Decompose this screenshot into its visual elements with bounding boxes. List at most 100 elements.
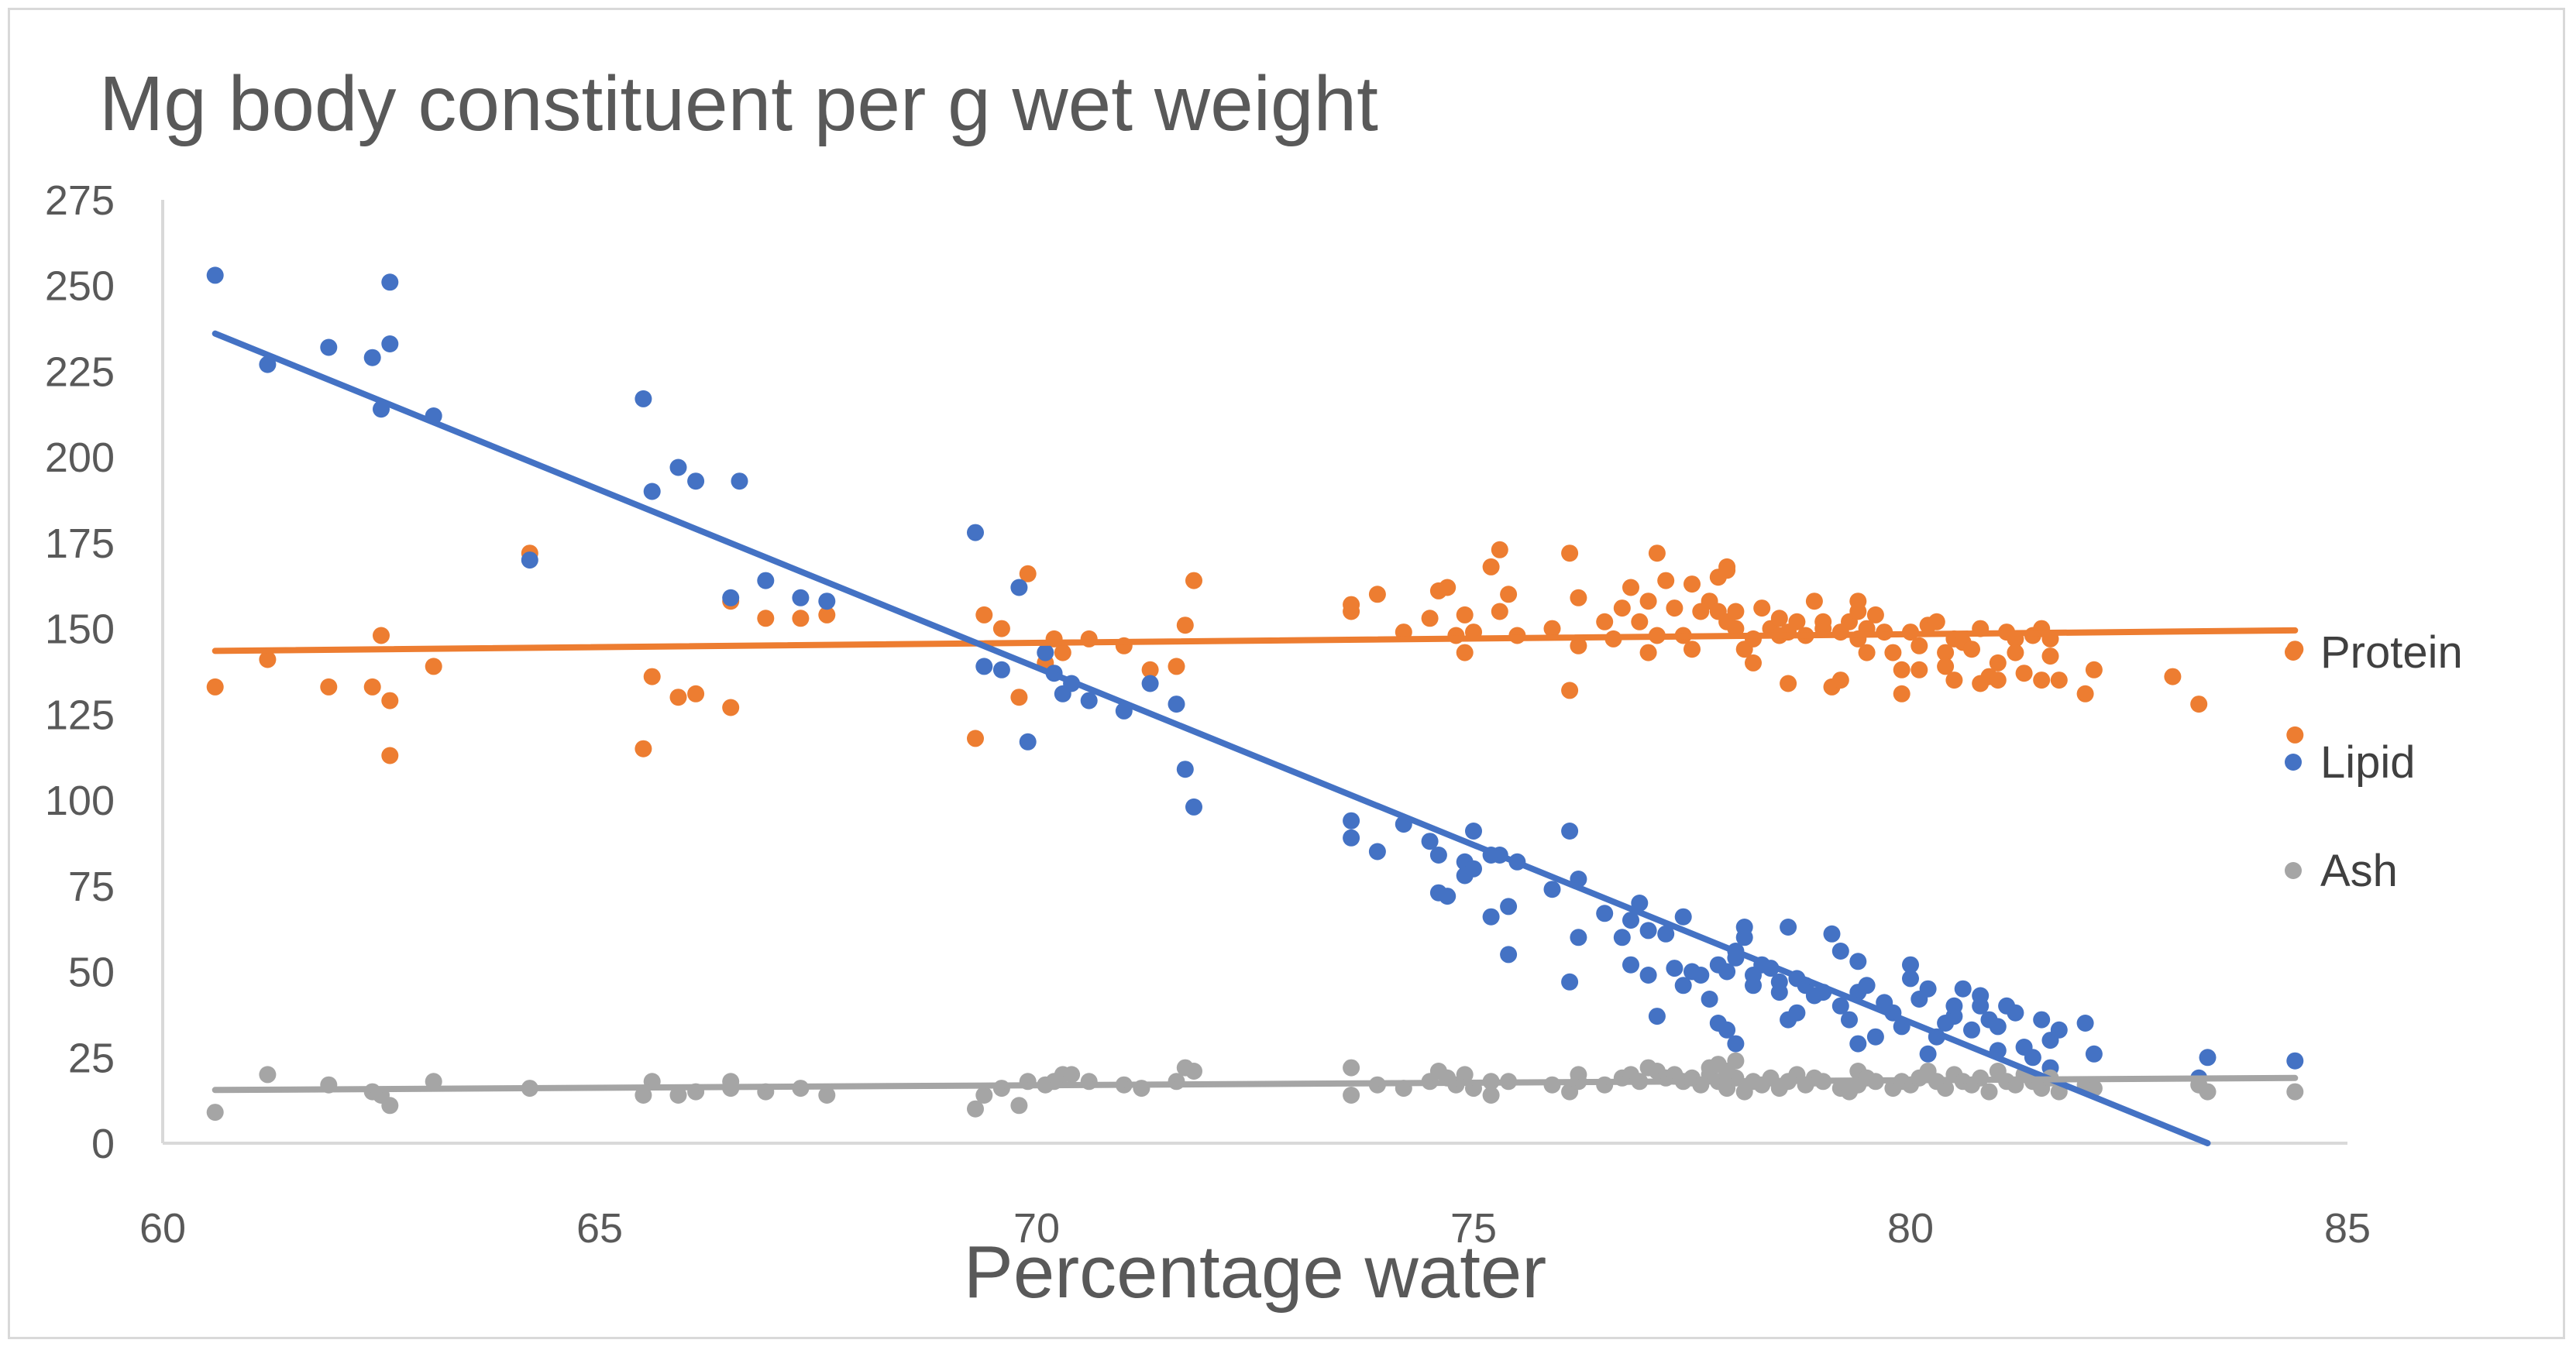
data-point bbox=[1963, 1021, 1980, 1039]
data-point bbox=[2024, 1049, 2041, 1067]
data-point bbox=[1902, 956, 1919, 974]
data-point bbox=[1037, 644, 1054, 661]
data-point bbox=[2286, 726, 2304, 744]
data-point bbox=[1631, 613, 1649, 630]
x-tick-label: 60 bbox=[139, 1205, 186, 1252]
legend-label-ash: Ash bbox=[2320, 846, 2398, 896]
data-point bbox=[1770, 973, 1788, 991]
data-point bbox=[975, 1087, 993, 1104]
data-point bbox=[1456, 606, 1474, 623]
data-point bbox=[1831, 943, 1849, 960]
data-point bbox=[1465, 860, 1482, 878]
data-point bbox=[2085, 661, 2103, 678]
y-tick-label: 100 bbox=[45, 778, 115, 824]
data-point bbox=[1482, 558, 1500, 575]
data-point bbox=[975, 606, 993, 623]
data-point bbox=[363, 678, 381, 696]
data-point bbox=[1657, 572, 1675, 589]
data-point bbox=[1648, 1008, 1666, 1025]
data-point bbox=[1168, 658, 1185, 675]
data-point bbox=[206, 1104, 224, 1122]
trendline-ash bbox=[212, 1074, 2299, 1094]
data-point bbox=[635, 390, 652, 407]
data-point bbox=[320, 678, 338, 696]
legend-label-protein: Protein bbox=[2320, 627, 2463, 678]
data-point bbox=[1849, 593, 1867, 610]
data-point bbox=[1972, 997, 1990, 1015]
data-point bbox=[722, 699, 740, 716]
x-tick-label: 80 bbox=[1887, 1205, 1934, 1252]
data-point bbox=[1823, 925, 1841, 943]
y-tick-label: 275 bbox=[45, 177, 115, 224]
data-point bbox=[1727, 1052, 1745, 1070]
data-point bbox=[521, 551, 538, 569]
x-axis-ticks: 60 65 70 75 80 85 bbox=[139, 1205, 2371, 1252]
data-point bbox=[1727, 603, 1745, 620]
data-point bbox=[1639, 922, 1657, 940]
data-points bbox=[206, 266, 2304, 1122]
data-point bbox=[1010, 689, 1028, 706]
data-point bbox=[1343, 812, 1360, 830]
data-point bbox=[206, 678, 224, 696]
data-point bbox=[1622, 579, 1639, 596]
data-point bbox=[669, 1087, 687, 1104]
data-point bbox=[206, 266, 224, 284]
data-point bbox=[687, 472, 705, 490]
data-point bbox=[1500, 946, 1518, 964]
data-point bbox=[2007, 1004, 2024, 1022]
data-point bbox=[1937, 1080, 1955, 1098]
data-point bbox=[1989, 654, 2007, 672]
data-point bbox=[2015, 665, 2033, 682]
data-point bbox=[1176, 761, 1194, 778]
y-tick-label: 50 bbox=[68, 950, 115, 996]
trendlines bbox=[212, 330, 2299, 1146]
data-point bbox=[1010, 579, 1028, 596]
data-point bbox=[669, 689, 687, 706]
data-point bbox=[1080, 692, 1098, 709]
y-axis-ticks: 0 25 50 75 100 125 150 175 200 225 250 275 bbox=[45, 177, 115, 1167]
data-point bbox=[1893, 661, 1911, 678]
data-point bbox=[425, 658, 442, 675]
data-point bbox=[1937, 644, 1955, 661]
data-point bbox=[967, 524, 984, 541]
legend-marker-protein bbox=[2285, 644, 2302, 661]
y-tick-label: 200 bbox=[45, 435, 115, 481]
series-lipid bbox=[206, 266, 2304, 1087]
data-point bbox=[2199, 1083, 2217, 1101]
data-point bbox=[1639, 593, 1657, 610]
data-point bbox=[687, 685, 705, 702]
data-point bbox=[1570, 637, 1587, 654]
data-point bbox=[1692, 967, 1710, 984]
data-point bbox=[1919, 1045, 1937, 1063]
data-point bbox=[381, 1097, 399, 1115]
data-point bbox=[1945, 997, 1963, 1015]
data-point bbox=[1421, 610, 1439, 627]
data-point bbox=[1368, 843, 1386, 860]
data-point bbox=[1902, 970, 1919, 988]
data-point bbox=[1831, 997, 1849, 1015]
x-tick-label: 75 bbox=[1450, 1205, 1497, 1252]
data-point bbox=[320, 338, 338, 356]
data-point bbox=[2033, 1011, 2051, 1029]
data-point bbox=[635, 1087, 652, 1104]
data-point bbox=[1482, 1087, 1500, 1104]
y-tick-label: 150 bbox=[45, 606, 115, 653]
data-point bbox=[1019, 565, 1037, 582]
data-point bbox=[975, 658, 993, 675]
y-tick-label: 75 bbox=[68, 864, 115, 910]
data-point bbox=[1456, 644, 1474, 661]
data-point bbox=[1718, 1021, 1736, 1039]
x-tick-label: 65 bbox=[576, 1205, 623, 1252]
data-point bbox=[792, 589, 810, 606]
data-point bbox=[1482, 908, 1500, 926]
data-point bbox=[381, 692, 399, 709]
series-protein bbox=[206, 541, 2304, 764]
data-point bbox=[635, 740, 652, 757]
data-point bbox=[1954, 980, 1972, 998]
data-point bbox=[2076, 1015, 2094, 1032]
data-point bbox=[1596, 905, 1614, 922]
data-point bbox=[1343, 829, 1360, 847]
data-point bbox=[1561, 682, 1579, 699]
data-point bbox=[1429, 847, 1447, 864]
